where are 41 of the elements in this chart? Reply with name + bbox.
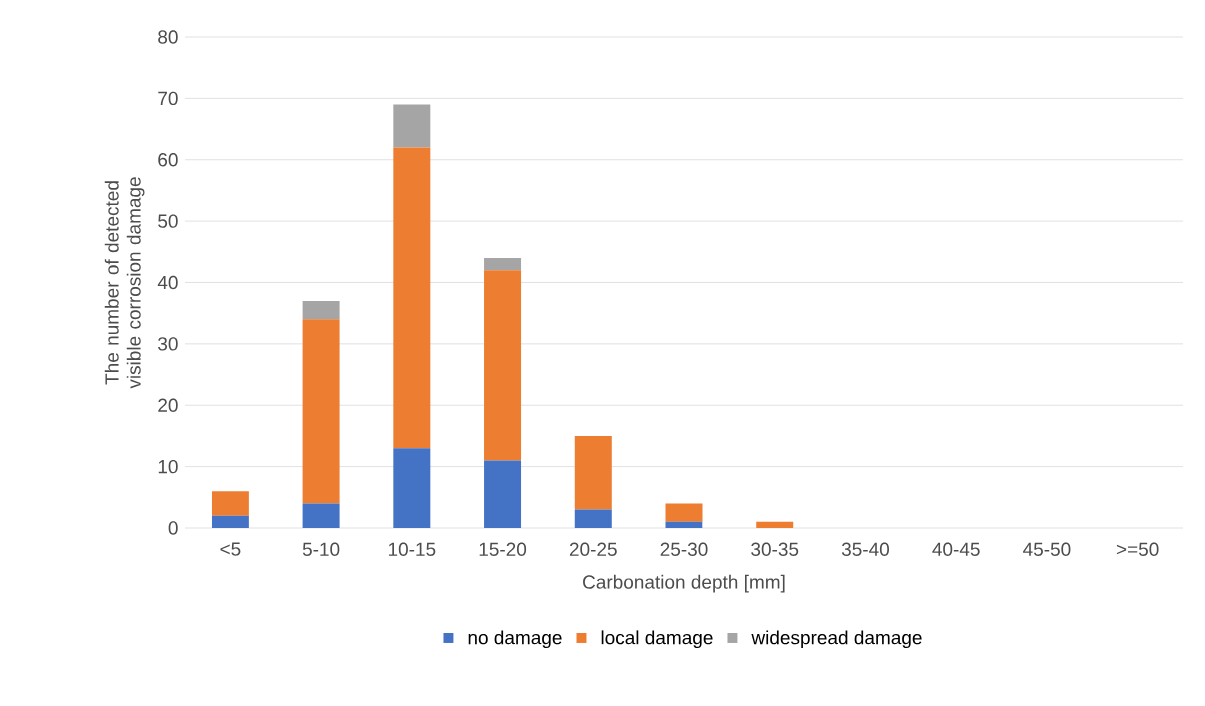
x-tick-label: 30-35 [751,542,799,556]
y-tick-label: 0 [168,521,178,535]
x-tick-label: 25-30 [660,542,708,556]
bar [302,300,340,320]
y-axis-title: The number of detected visible corrosion damage [104,177,145,389]
bar [211,515,249,528]
y-tick-label: 80 [158,30,178,44]
y-tick-label: 20 [158,398,178,412]
x-tick-label: 20-25 [569,542,617,556]
bar [574,509,612,528]
bar [302,503,340,528]
y-tick-label: 10 [158,459,178,474]
y-tick-label: 50 [158,214,178,228]
legend-label: no damage [468,630,562,649]
x-tick-label: 40-45 [932,542,980,556]
bar [393,104,431,148]
bar [393,448,431,528]
y-tick-label: 30 [158,337,178,351]
bar [484,460,522,528]
x-tick-label: 15-20 [479,542,527,556]
bar [574,435,612,510]
x-tick-label: 5-10 [302,542,340,556]
y-tick-label: 60 [158,153,178,167]
x-axis-title: Carbonation depth [mm] [583,574,785,593]
bar [211,491,249,516]
x-tick-label: 45-50 [1023,542,1071,556]
bar [484,257,522,271]
y-tick-label: 40 [157,275,178,290]
bar [665,503,703,522]
x-tick-label: <5 [220,542,241,556]
legend-label: widespread damage [751,630,922,649]
x-tick-label: 10-15 [388,542,436,556]
bar [484,270,522,461]
bar [756,521,794,528]
bar [665,521,703,528]
x-tick-label: 35-40 [841,542,889,556]
y-tick-label: 70 [158,91,178,106]
bar [302,319,340,504]
x-tick-label: >=50 [1116,542,1159,556]
bar [393,147,431,449]
legend-label: local damage [601,630,713,649]
